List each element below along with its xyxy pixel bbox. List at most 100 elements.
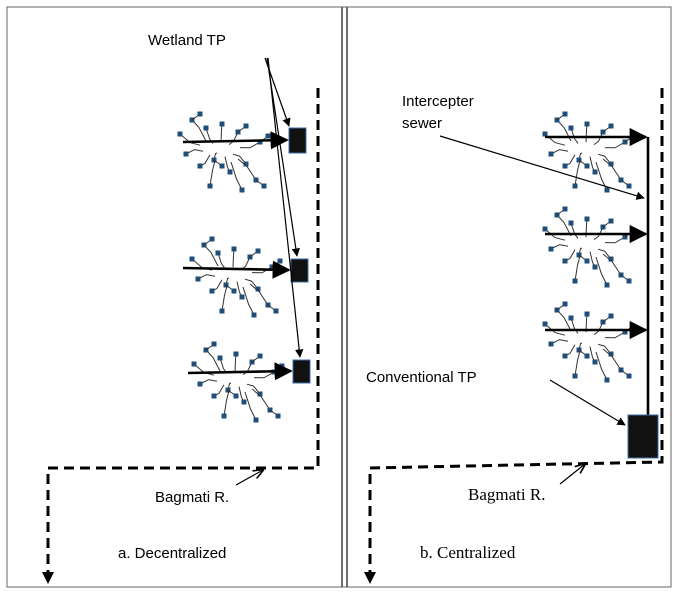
house	[542, 226, 548, 232]
branch	[253, 371, 275, 379]
house	[211, 393, 217, 399]
branch	[197, 274, 216, 280]
house	[257, 391, 263, 397]
trees	[177, 111, 636, 423]
house	[219, 308, 225, 314]
house	[261, 183, 267, 189]
wetland-tp	[290, 258, 309, 283]
branch	[239, 141, 261, 149]
house	[197, 381, 203, 387]
branch	[597, 343, 612, 355]
branch	[585, 123, 588, 143]
house	[568, 125, 574, 131]
branch	[544, 323, 566, 336]
house	[219, 121, 225, 127]
house	[255, 248, 261, 254]
house	[233, 393, 239, 399]
house	[191, 361, 197, 367]
house	[203, 125, 209, 131]
house	[572, 183, 578, 189]
house	[209, 288, 215, 294]
house	[255, 286, 261, 292]
branch	[604, 141, 626, 149]
house	[217, 355, 223, 361]
house	[626, 373, 632, 379]
flow-arrow	[182, 131, 289, 150]
branch	[223, 390, 230, 417]
branch	[574, 350, 581, 377]
river-arrow	[42, 572, 54, 584]
house	[233, 351, 239, 357]
caption: b. Centralized	[420, 543, 516, 562]
pointer	[549, 379, 626, 426]
house	[227, 169, 233, 175]
branch	[597, 248, 612, 260]
house	[584, 258, 590, 264]
house	[568, 315, 574, 321]
house	[273, 308, 279, 314]
house	[572, 278, 578, 284]
pointer	[559, 464, 585, 485]
house	[177, 131, 183, 137]
branch	[604, 331, 626, 339]
house	[604, 187, 610, 193]
branch	[249, 283, 269, 306]
branch	[544, 228, 566, 241]
house	[231, 246, 237, 252]
house	[277, 258, 283, 264]
house	[604, 282, 610, 288]
house	[195, 276, 201, 282]
house	[197, 111, 203, 117]
house	[189, 256, 195, 262]
house	[562, 206, 568, 212]
house	[584, 216, 590, 222]
house	[257, 353, 263, 359]
branch	[550, 244, 569, 250]
branch	[237, 158, 257, 181]
branch	[220, 123, 223, 143]
pointer	[439, 135, 645, 200]
branch	[602, 348, 622, 371]
house	[584, 163, 590, 169]
flow-arrow	[187, 362, 293, 381]
house	[221, 413, 227, 419]
river-arrow	[364, 572, 376, 584]
label: Intercepter	[402, 93, 474, 110]
house	[548, 341, 554, 347]
house	[542, 321, 548, 327]
label: Wetland TP	[148, 32, 226, 49]
house	[626, 278, 632, 284]
pointer	[235, 470, 263, 486]
branch	[179, 133, 201, 146]
house	[209, 236, 215, 242]
house	[542, 131, 548, 137]
house	[562, 258, 568, 264]
pointer	[267, 57, 304, 358]
house	[548, 246, 554, 252]
branch	[595, 351, 608, 381]
house	[592, 359, 598, 365]
branch	[199, 379, 218, 385]
wetland-tp	[292, 359, 311, 384]
house	[592, 169, 598, 175]
branch	[232, 153, 247, 165]
house	[231, 288, 237, 294]
branch	[597, 153, 612, 165]
house	[608, 313, 614, 319]
branch	[234, 353, 237, 373]
house	[584, 353, 590, 359]
caption: a. Decentralized	[118, 545, 226, 562]
branch	[593, 226, 604, 241]
label: Bagmati R.	[155, 489, 229, 506]
house	[548, 151, 554, 157]
house	[608, 256, 614, 262]
house	[608, 351, 614, 357]
label: Conventional TP	[366, 369, 477, 386]
river	[46, 88, 320, 572]
branch	[593, 131, 604, 146]
label: sewer	[402, 115, 442, 132]
frame	[6, 6, 672, 588]
branch	[604, 236, 626, 244]
house	[239, 187, 245, 193]
